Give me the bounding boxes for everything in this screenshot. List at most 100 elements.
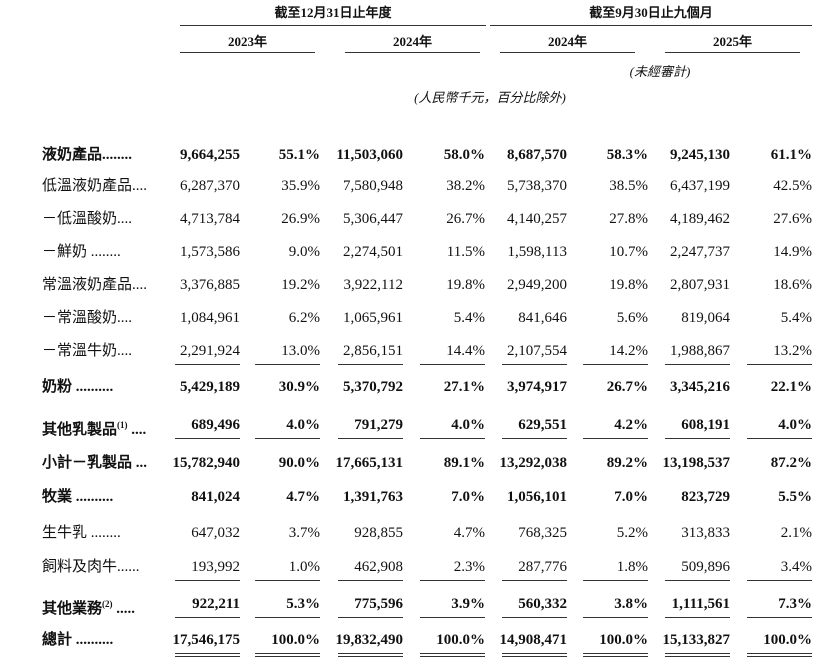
amount-cell: 4,713,784 — [180, 211, 240, 227]
percent-cell: 3.4% — [780, 559, 812, 575]
period-label: 截至9月30日止九個月 — [589, 5, 713, 20]
percent-cell: 1.8% — [616, 559, 648, 575]
percent-cell: 89.1% — [443, 455, 485, 471]
amount-cell: 823,729 — [681, 489, 730, 505]
amount-cell: 647,032 — [191, 525, 240, 541]
percent-cell: 100.0% — [599, 632, 648, 648]
rule — [338, 656, 403, 657]
rule — [500, 52, 635, 53]
percent-cell: 26.9% — [281, 211, 320, 227]
percent-cell: 27.6% — [773, 211, 812, 227]
rule — [420, 656, 485, 657]
amount-cell: 2,291,924 — [180, 343, 240, 359]
amount-cell: 6,287,370 — [180, 178, 240, 194]
rule — [175, 656, 240, 657]
rule — [747, 580, 812, 581]
rule — [583, 653, 648, 654]
percent-cell: 42.5% — [773, 178, 812, 194]
percent-cell: 2.3% — [453, 559, 485, 575]
row-label: 其他乳製品(1) .... — [42, 416, 146, 439]
rule — [665, 653, 730, 654]
percent-cell: 100.0% — [436, 632, 485, 648]
amount-cell: 6,437,199 — [670, 178, 730, 194]
percent-cell: 4.7% — [286, 489, 320, 505]
rule — [490, 25, 812, 26]
percent-cell: 100.0% — [271, 632, 320, 648]
percent-cell: 10.7% — [609, 244, 648, 260]
amount-cell: 3,974,917 — [507, 379, 567, 395]
amount-cell: 768,325 — [518, 525, 567, 541]
rule — [747, 617, 812, 618]
row-label-text: 飼料及肉牛...... — [42, 559, 140, 575]
amount-cell: 4,140,257 — [507, 211, 567, 227]
amount-cell: 5,306,447 — [343, 211, 403, 227]
percent-cell: 30.9% — [278, 379, 320, 395]
amount-cell: 17,546,175 — [172, 632, 241, 648]
rule — [747, 656, 812, 657]
row-label: －常溫酸奶.... — [42, 309, 132, 327]
percent-cell: 90.0% — [278, 455, 320, 471]
rule — [255, 438, 320, 439]
footnote-mark: (2) — [102, 599, 113, 609]
rule — [665, 656, 730, 657]
percent-cell: 5.6% — [616, 310, 648, 326]
percent-cell: 4.0% — [451, 417, 485, 433]
row-label-text: 其他乳製品 — [42, 422, 118, 438]
period-label: 截至12月31日止年度 — [274, 5, 392, 20]
amount-cell: 791,279 — [354, 417, 403, 433]
row-label: 常溫液奶產品.... — [42, 276, 147, 294]
percent-cell: 3.8% — [614, 596, 648, 612]
amount-cell: 3,345,216 — [670, 379, 730, 395]
unit-note: (人民幣千元，百分比除外) — [414, 90, 566, 105]
percent-cell: 9.0% — [288, 244, 320, 260]
percent-cell: 13.2% — [773, 343, 812, 359]
amount-cell: 689,496 — [191, 417, 240, 433]
amount-cell: 2,807,931 — [670, 277, 730, 293]
amount-cell: 1,065,961 — [343, 310, 403, 326]
rule — [175, 580, 240, 581]
rule — [255, 656, 320, 657]
row-label-leader: ..... — [112, 601, 136, 617]
amount-cell: 3,376,885 — [180, 277, 240, 293]
rule — [502, 653, 567, 654]
row-label: －鮮奶 ........ — [42, 243, 121, 261]
percent-cell: 7.0% — [614, 489, 648, 505]
row-label: 生牛乳 ........ — [42, 524, 121, 542]
row-label: 液奶產品........ — [42, 146, 132, 164]
amount-cell: 2,856,151 — [343, 343, 403, 359]
row-label: 其他業務(2) ..... — [42, 595, 135, 618]
amount-cell: 13,198,537 — [662, 455, 731, 471]
percent-cell: 5.2% — [616, 525, 648, 541]
rule — [420, 580, 485, 581]
footnote-mark: (1) — [117, 420, 128, 430]
row-label-text: －鮮奶 ........ — [42, 244, 121, 260]
rule — [665, 580, 730, 581]
amount-cell: 313,833 — [681, 525, 730, 541]
rule — [345, 52, 480, 53]
amount-cell: 3,922,112 — [343, 277, 403, 293]
rule — [175, 653, 240, 654]
rule — [255, 364, 320, 365]
percent-cell: 27.1% — [443, 379, 485, 395]
row-label: 總計 .......... — [42, 631, 113, 649]
row-label: 小計－乳製品 ... — [42, 454, 147, 472]
percent-cell: 1.0% — [288, 559, 320, 575]
row-label-leader: .... — [127, 422, 147, 438]
rule — [180, 25, 486, 26]
amount-cell: 560,332 — [518, 596, 567, 612]
amount-cell: 1,988,867 — [670, 343, 730, 359]
percent-cell: 18.6% — [773, 277, 812, 293]
amount-cell: 608,191 — [681, 417, 730, 433]
amount-cell: 9,245,130 — [670, 147, 730, 163]
amount-cell: 1,391,763 — [343, 489, 403, 505]
percent-cell: 4.7% — [453, 525, 485, 541]
row-label-text: 小計－乳製品 ... — [42, 455, 148, 471]
amount-cell: 8,687,570 — [507, 147, 567, 163]
amount-cell: 15,133,827 — [662, 632, 731, 648]
percent-cell: 19.8% — [446, 277, 485, 293]
row-label: 牧業 .......... — [42, 488, 113, 506]
row-label: 低溫液奶產品.... — [42, 177, 147, 195]
amount-cell: 11,503,060 — [336, 147, 403, 163]
rule — [420, 653, 485, 654]
row-label-text: 常溫液奶產品.... — [42, 277, 148, 293]
